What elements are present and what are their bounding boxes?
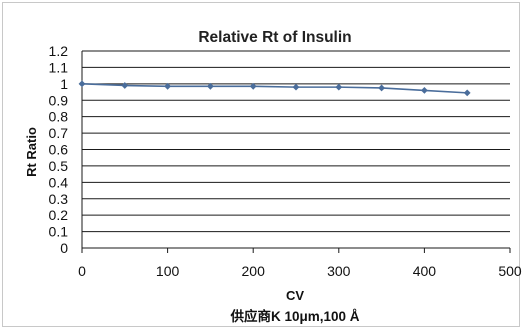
x-tick-label: 500 — [498, 263, 522, 279]
y-tick-label: 0.2 — [49, 207, 69, 223]
chart-caption: 供应商K 10μm,100 Å — [229, 308, 359, 324]
data-point — [335, 83, 343, 91]
y-tick-label: 0.3 — [49, 191, 69, 207]
y-tick-label: 0.1 — [49, 224, 69, 240]
data-point — [463, 89, 471, 97]
y-axis-label: Rt Ratio — [24, 127, 39, 177]
x-tick-label: 400 — [413, 263, 437, 279]
data-point — [292, 83, 300, 91]
y-tick-label: 0.7 — [49, 125, 69, 141]
y-tick-label: 0.9 — [49, 92, 69, 108]
series-line — [81, 83, 468, 94]
data-point — [421, 87, 428, 94]
y-tick-label: 0.4 — [49, 174, 69, 190]
x-tick-label: 0 — [78, 263, 86, 279]
y-axis-ticks: 00.10.20.30.40.50.60.70.80.911.11.2 — [49, 43, 69, 256]
y-tick-label: 0.8 — [49, 109, 69, 125]
data-point — [78, 80, 86, 88]
x-tick-label: 300 — [327, 263, 351, 279]
y-tick-label: 1.2 — [49, 43, 69, 59]
y-tick-label: 0.6 — [49, 142, 69, 158]
x-axis-ticks: 0 100 200 300 400 500 — [78, 248, 522, 279]
x-axis-label: CV — [286, 288, 304, 303]
data-point — [121, 82, 129, 89]
x-tick-label: 200 — [242, 263, 266, 279]
data-point — [249, 82, 257, 90]
series-layer — [78, 80, 471, 97]
y-tick-label: 0.5 — [49, 158, 69, 174]
data-point — [164, 82, 171, 90]
grid-lines — [81, 50, 510, 249]
chart-frame — [2, 2, 520, 327]
x-tick-label: 100 — [156, 263, 180, 279]
y-tick-label: 1.1 — [49, 59, 69, 75]
y-tick-label: 0 — [60, 240, 68, 256]
y-tick-label: 1 — [60, 76, 68, 92]
data-point — [378, 84, 385, 92]
chart-title: Relative Rt of Insulin — [198, 29, 351, 46]
data-point — [207, 82, 214, 90]
